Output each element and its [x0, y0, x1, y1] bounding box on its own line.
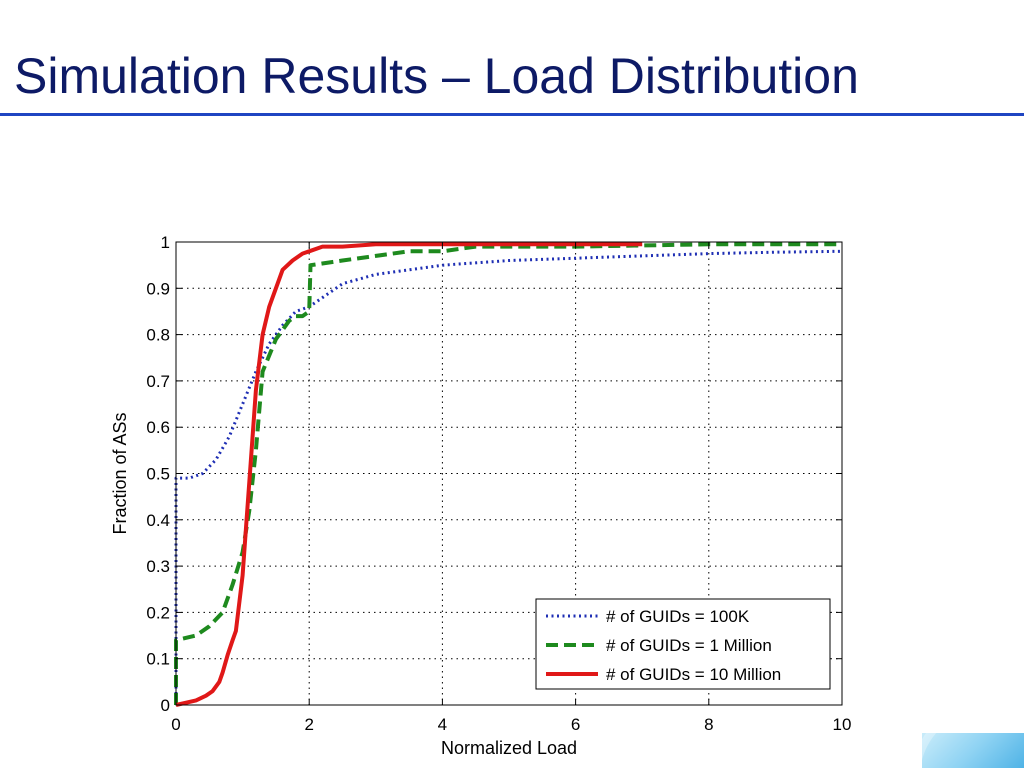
- y-tick-label: 0.8: [146, 326, 170, 345]
- slide-title: Simulation Results – Load Distribution: [14, 48, 859, 104]
- legend-label-3: # of GUIDs = 10 Million: [606, 665, 781, 684]
- y-tick-label: 0.7: [146, 372, 170, 391]
- grid-lines: [176, 242, 842, 705]
- x-tick-label: 6: [571, 715, 580, 734]
- series-line-2: [174, 242, 842, 705]
- x-axis-label: Normalized Load: [441, 738, 577, 758]
- corner-decoration: [922, 733, 1024, 768]
- y-tick-label: 0.3: [146, 557, 170, 576]
- y-tick-label: 1: [161, 233, 170, 252]
- legend: # of GUIDs = 100K # of GUIDs = 1 Million #…: [535, 598, 831, 690]
- y-axis-label: Fraction of ASs: [110, 412, 130, 534]
- x-tick-label: 8: [704, 715, 713, 734]
- y-tick-label: 0.4: [146, 511, 170, 530]
- series-layer: [174, 242, 843, 707]
- y-tick-label: 0.1: [146, 650, 170, 669]
- x-tick-label: 0: [171, 715, 180, 734]
- series-line-3: [175, 242, 643, 707]
- x-tick-label: 4: [438, 715, 447, 734]
- y-tick-label: 0.5: [146, 465, 170, 484]
- title-divider: [0, 113, 1024, 116]
- legend-label-2: # of GUIDs = 1 Million: [606, 636, 772, 655]
- x-tick-label: 2: [304, 715, 313, 734]
- x-tick-label: 10: [833, 715, 852, 734]
- axis-ticks: 0 2 4 6 8 10 0 0.1 0.2 0.3 0.4 0.5 0.6 0.7 0.8 0.9 1: [146, 233, 851, 734]
- y-tick-label: 0.6: [146, 418, 170, 437]
- y-tick-label: 0.2: [146, 603, 170, 622]
- y-tick-label: 0: [161, 696, 170, 715]
- legend-label-1: # of GUIDs = 100K: [606, 607, 750, 626]
- y-tick-label: 0.9: [146, 279, 170, 298]
